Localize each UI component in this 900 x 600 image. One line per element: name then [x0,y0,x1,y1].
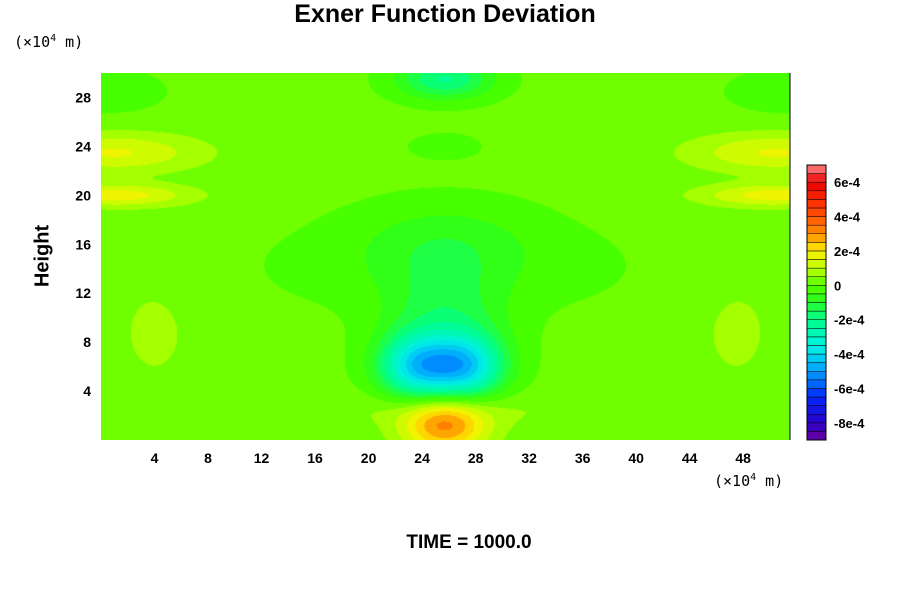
colorbar-segment [806,388,827,398]
x-tick-label: 24 [414,450,430,466]
heatmap-field [101,73,790,440]
y-tick-label: 24 [75,138,91,154]
colorbar-segment [806,285,827,295]
colorbar-tick-label: 4e-4 [834,210,861,225]
colorbar-segment [806,353,827,363]
colorbar-segment [806,413,827,424]
colorbar-segment [806,259,827,269]
y-tick-label: 12 [75,285,91,301]
colorbar-tick-label: 2e-4 [834,244,861,259]
colorbar-tick-label: 0 [834,278,841,293]
colorbar-segment [806,224,827,234]
colorbar-segment [806,181,827,192]
colorbar-segment [806,276,827,286]
y-unit-base: (×10 [14,33,51,51]
colorbar-segment [806,396,827,406]
colorbar-segment [806,336,827,346]
colorbar-segment [806,319,827,329]
colorbar-segment [806,164,827,174]
x-unit-tail: m) [756,472,784,490]
colorbar-tick-label: -2e-4 [834,313,865,328]
colorbar-segment [806,362,827,372]
colorbar-segment [806,310,827,320]
x-tick-label: 4 [151,450,159,466]
colorbar-segment [806,302,827,312]
colorbar-tick-label: -4e-4 [834,347,865,362]
colorbar-segment [806,422,827,432]
colorbar-segment [806,233,827,243]
time-label: TIME = 1000.0 [406,532,532,553]
colorbar-tick-label: -8e-4 [834,416,865,431]
x-tick-label: 48 [735,450,751,466]
x-tick-label: 20 [361,450,377,466]
colorbar-segment [806,173,827,183]
y-unit-exponent: 4 [50,33,57,44]
colorbar-segment [806,431,827,441]
colorbar-segment [806,328,827,338]
x-tick-label: 36 [575,450,591,466]
colorbar-segment [806,190,827,200]
x-tick-label: 32 [521,450,537,466]
colorbar-segment [806,250,827,260]
x-tick-label: 28 [468,450,484,466]
y-tick-label: 8 [83,334,91,350]
colorbar-segment [806,293,827,303]
colorbar-segment [806,216,827,226]
colorbar-segment [806,405,827,415]
y-tick-label: 20 [75,187,91,203]
y-unit-tail: m) [56,33,84,51]
x-tick-label: 12 [254,450,270,466]
colorbar-segment [806,199,827,209]
colorbar-tick-label: -6e-4 [834,381,865,396]
x-tick-label: 8 [204,450,212,466]
y-axis-unit: (×104 m) [14,33,83,51]
x-axis-unit: (×104 m) [714,472,783,490]
x-tick-label: 44 [682,450,698,466]
colorbar-tick-label: 6e-4 [834,175,861,190]
x-unit-base: (×10 [714,472,751,490]
colorbar-segment [806,345,827,355]
x-tick-label: 40 [628,450,644,466]
y-tick-label: 4 [83,383,91,399]
colorbar-segment [806,267,827,277]
y-tick-label: 16 [75,236,91,252]
colorbar-segment [806,379,827,389]
colorbar-segment [806,371,827,381]
chart-title: Exner Function Deviation [294,0,596,28]
colorbar-frame [806,164,827,441]
x-unit-exponent: 4 [750,472,757,483]
colorbar-segment [806,242,827,252]
x-tick-label: 16 [307,450,323,466]
y-tick-label: 28 [75,89,91,105]
colorbar-segment [806,207,827,217]
